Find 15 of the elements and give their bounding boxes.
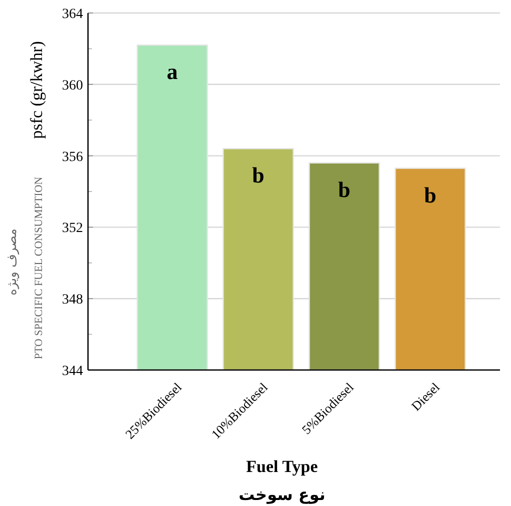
y-tick-label: 348: [62, 292, 83, 308]
annotation: a: [166, 59, 178, 84]
y-tick-label: 356: [62, 150, 83, 165]
text: نوع سوخت: [238, 485, 326, 504]
y-tick-label: 364: [62, 7, 83, 22]
text: PTO SPECIFIC FUEL CONSUMPTION: [33, 176, 45, 360]
y-tick-label: 360: [62, 78, 83, 94]
annotation: b: [338, 176, 350, 202]
y-axis-title: psfc (gr/kwhr): [27, 41, 46, 139]
annotation: b: [252, 162, 264, 188]
x-axis-title: Fuel Type: [246, 457, 318, 476]
y-tick-label: 352: [62, 221, 83, 236]
y-tick-label: 344: [62, 364, 83, 379]
text: مصرف ویژه: [5, 228, 20, 296]
annotation: b: [424, 182, 436, 208]
